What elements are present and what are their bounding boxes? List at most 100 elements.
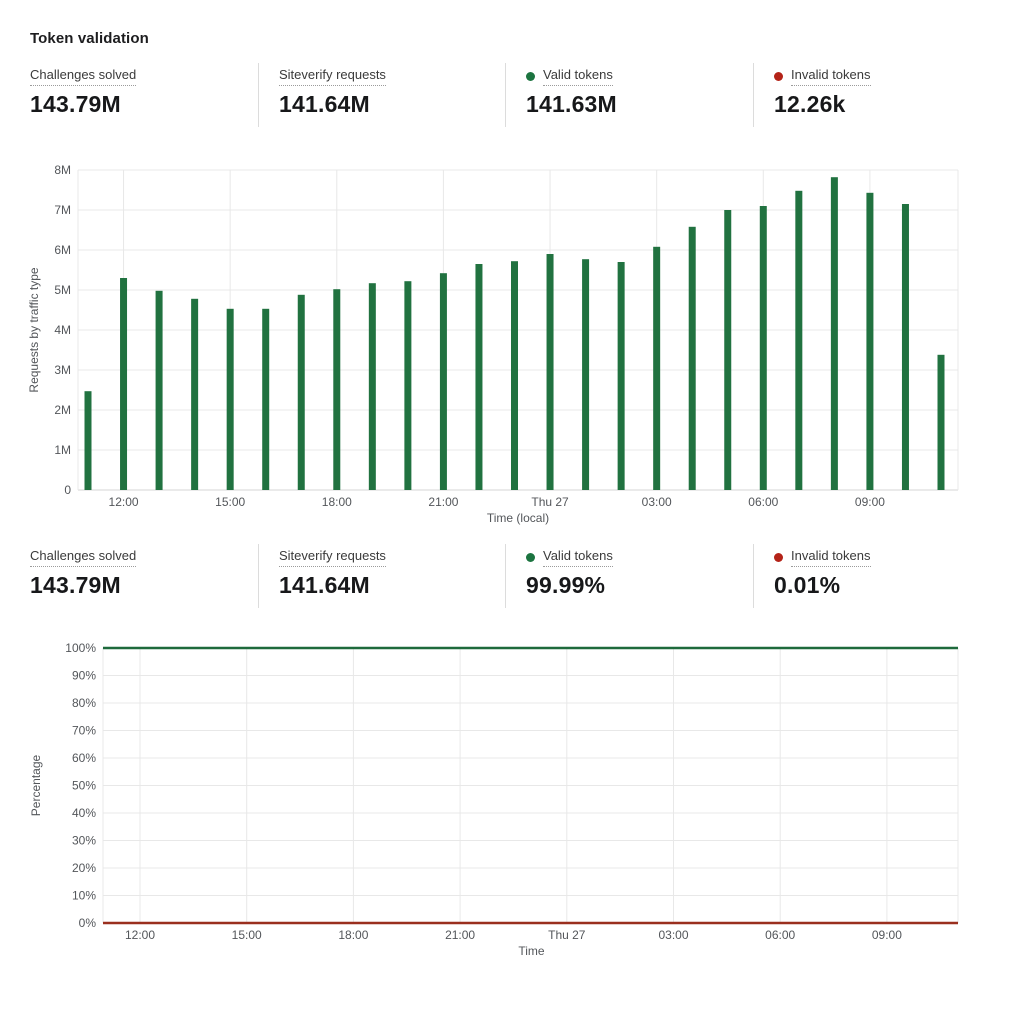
- bar-19:00[interactable]: [368, 283, 376, 490]
- bar-11:00[interactable]: [84, 391, 92, 490]
- green-dot-icon: [526, 552, 535, 562]
- y-tick-label: 40%: [72, 806, 96, 820]
- percentage-line-chart[interactable]: 0% 10% 20% 30% 40% 50% 60% 70% 80% 90% 100% 12:00 15…: [0, 635, 1019, 975]
- bar-05:00[interactable]: [724, 210, 732, 490]
- bar-11:00[interactable]: [937, 354, 945, 490]
- bar-08:00[interactable]: [830, 177, 838, 490]
- x-tick-label: 06:00: [748, 495, 778, 509]
- y-tick-label: 90%: [72, 669, 96, 683]
- bar-01:00[interactable]: [582, 259, 590, 490]
- requests-bar-chart[interactable]: 0 1M 2M 3M 4M 5M 6M 7M 8M 12:00 15:00 18:00 21:00 Thu…: [0, 155, 1019, 545]
- stat-siteverify-requests: Siteverify requests 141.64M: [258, 544, 505, 608]
- stats-row-top: Challenges solved 143.79M Siteverify req…: [30, 63, 990, 127]
- bar-12:00[interactable]: [120, 278, 128, 490]
- stat-label-hover[interactable]: Siteverify requests: [279, 66, 505, 86]
- y-tick-label: 7M: [54, 203, 71, 217]
- x-tick-label: 15:00: [215, 495, 245, 509]
- x-tick-label: 09:00: [855, 495, 885, 509]
- x-tick-label: 06:00: [765, 928, 795, 942]
- x-axis-title: Time (local): [487, 511, 549, 525]
- y-tick-label: 2M: [54, 403, 71, 417]
- bar-03:00[interactable]: [653, 246, 661, 490]
- stat-label-hover[interactable]: Challenges solved: [30, 66, 258, 86]
- y-tick-label: 1M: [54, 443, 71, 457]
- stat-label-text: Invalid tokens: [791, 66, 871, 86]
- stat-value: 143.79M: [30, 91, 121, 117]
- bar-10:00[interactable]: [901, 204, 909, 490]
- bar-04:00[interactable]: [688, 226, 696, 491]
- bar-15:00[interactable]: [226, 308, 234, 490]
- y-tick-label: 80%: [72, 696, 96, 710]
- stat-label-hover[interactable]: Siteverify requests: [279, 547, 505, 567]
- bar-02:00[interactable]: [617, 262, 625, 490]
- y-tick-label: 5M: [54, 283, 71, 297]
- x-tick-label: 12:00: [109, 495, 139, 509]
- x-tick-label: 21:00: [445, 928, 475, 942]
- stat-value: 141.63M: [526, 91, 617, 117]
- bar-22:00[interactable]: [475, 264, 483, 490]
- stat-label-text: Challenges solved: [30, 66, 137, 86]
- y-tick-label: 0%: [79, 916, 97, 930]
- bar-18:00[interactable]: [333, 289, 341, 490]
- x-tick-label: 18:00: [338, 928, 368, 942]
- y-tick-label: 20%: [72, 861, 96, 875]
- bar-20:00[interactable]: [404, 281, 412, 490]
- stat-siteverify-requests: Siteverify requests 141.64M: [258, 63, 505, 127]
- bar-06:00[interactable]: [759, 206, 767, 490]
- stat-label-text: Siteverify requests: [279, 547, 386, 567]
- bar-07:00[interactable]: [795, 190, 803, 491]
- y-axis-title: Requests by traffic type: [27, 267, 41, 393]
- stat-label-text: Valid tokens: [543, 547, 613, 567]
- y-tick-label: 100%: [65, 641, 96, 655]
- y-axis-title: Percentage: [29, 754, 43, 816]
- y-tick-label: 10%: [72, 889, 96, 903]
- y-tick-label: 6M: [54, 243, 71, 257]
- stat-label-text: Siteverify requests: [279, 66, 386, 86]
- stat-value: 12.26k: [774, 91, 846, 117]
- x-axis-title: Time: [518, 944, 545, 958]
- red-dot-icon: [774, 552, 783, 562]
- red-dot-icon: [774, 71, 783, 81]
- stat-label-text: Challenges solved: [30, 547, 137, 567]
- x-tick-label: 18:00: [322, 495, 352, 509]
- bar-23:00[interactable]: [511, 261, 518, 490]
- stat-valid-tokens-percent: Valid tokens 99.99%: [505, 544, 753, 608]
- stat-valid-tokens: Valid tokens 141.63M: [505, 63, 753, 127]
- bar-14:00[interactable]: [191, 298, 199, 490]
- bar-09:00[interactable]: [866, 192, 874, 491]
- stat-label-text: Valid tokens: [543, 66, 613, 86]
- stat-value: 141.64M: [279, 91, 370, 117]
- y-tick-label: 0: [64, 483, 71, 497]
- y-tick-label: 60%: [72, 751, 96, 765]
- x-tick-label: 03:00: [642, 495, 672, 509]
- x-tick-label: 03:00: [658, 928, 688, 942]
- y-tick-label: 30%: [72, 834, 96, 848]
- stat-invalid-tokens-percent: Invalid tokens 0.01%: [753, 544, 990, 608]
- y-tick-label: 50%: [72, 779, 96, 793]
- x-tick-label: Thu 27: [548, 928, 586, 942]
- stat-label-hover[interactable]: Invalid tokens: [774, 547, 990, 567]
- bar-Thu 27 00:00[interactable]: [546, 254, 554, 490]
- x-tick-label: 21:00: [428, 495, 458, 509]
- y-tick-label: 70%: [72, 724, 96, 738]
- x-tick-label: 09:00: [872, 928, 902, 942]
- stat-label-hover[interactable]: Valid tokens: [526, 66, 753, 86]
- stat-value: 99.99%: [526, 572, 606, 598]
- stat-challenges-solved: Challenges solved 143.79M: [30, 544, 258, 608]
- stat-invalid-tokens: Invalid tokens 12.26k: [753, 63, 990, 127]
- bar-17:00[interactable]: [297, 294, 305, 490]
- bar-16:00[interactable]: [262, 308, 270, 490]
- y-tick-label: 8M: [54, 163, 71, 177]
- stats-row-bottom: Challenges solved 143.79M Siteverify req…: [30, 544, 990, 608]
- bar-21:00[interactable]: [439, 273, 447, 490]
- stat-value: 143.79M: [30, 572, 121, 598]
- stat-label-hover[interactable]: Invalid tokens: [774, 66, 990, 86]
- stat-value: 0.01%: [774, 572, 841, 598]
- stat-label-hover[interactable]: Challenges solved: [30, 547, 258, 567]
- green-dot-icon: [526, 71, 535, 81]
- bar-13:00[interactable]: [155, 290, 163, 490]
- x-tick-label: 12:00: [125, 928, 155, 942]
- y-tick-label: 3M: [54, 363, 71, 377]
- y-tick-label: 4M: [54, 323, 71, 337]
- stat-label-hover[interactable]: Valid tokens: [526, 547, 753, 567]
